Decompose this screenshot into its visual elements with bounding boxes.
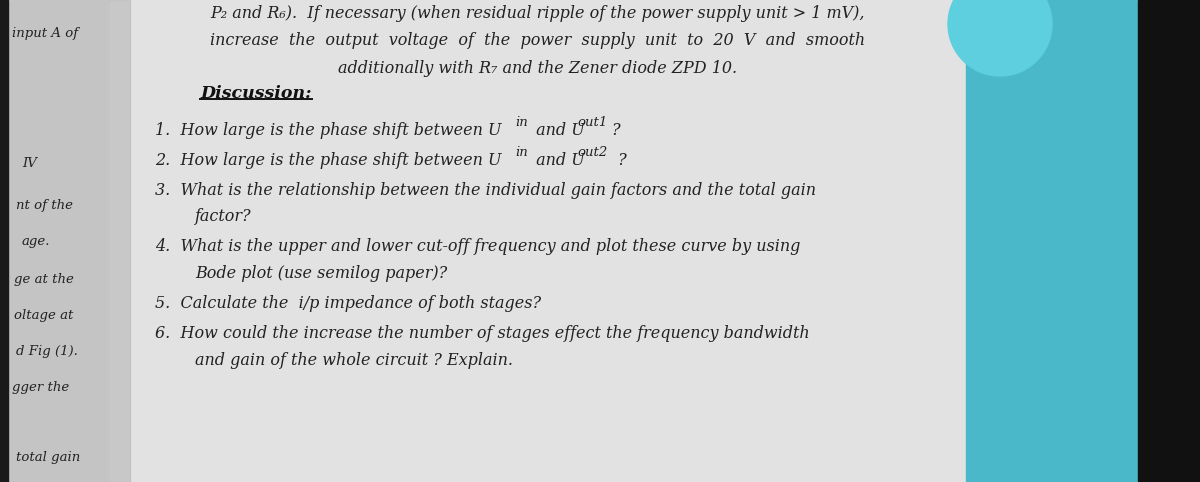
Bar [108,0,966,482]
Text: out2: out2 [577,146,607,159]
Text: P₂ and R₆).  If necessary (when residual ripple of the power supply unit > 1 mV): P₂ and R₆). If necessary (when residual … [211,5,865,22]
Text: in: in [515,116,528,129]
Text: 2.  How large is the phase shift between U: 2. How large is the phase shift between … [155,152,502,169]
Text: Discussion:: Discussion: [200,85,312,102]
Text: increase  the  output  voltage  of  the  power  supply  unit  to  20  V  and  sm: increase the output voltage of the power… [210,32,865,49]
Text: 1.  How large is the phase shift between U: 1. How large is the phase shift between … [155,122,502,139]
Text: 5.  Calculate the  i/p impedance of both stages?: 5. Calculate the i/p impedance of both s… [155,295,541,312]
Text: total gain: total gain [16,451,80,464]
Text: and U: and U [530,152,584,169]
Text: additionally with R₇ and the Zener diode ZPD 10.: additionally with R₇ and the Zener diode… [338,60,738,77]
Text: out1: out1 [577,116,607,129]
Text: oltage at: oltage at [14,309,73,322]
Bar [8,0,108,482]
Text: age.: age. [22,235,50,248]
Text: 4.  What is the upper and lower cut-off frequency and plot these curve by using: 4. What is the upper and lower cut-off f… [155,238,800,255]
Bar [1138,0,1200,482]
Text: ge at the: ge at the [14,273,74,286]
Text: input A of: input A of [12,27,78,40]
Text: factor?: factor? [194,208,252,225]
Text: ?: ? [613,152,626,169]
Circle shape [948,0,1052,76]
Text: IV: IV [22,157,37,170]
Bar [0,0,8,482]
Text: d Fig (1).: d Fig (1). [16,345,78,358]
Text: Bode plot (use semilog paper)?: Bode plot (use semilog paper)? [194,265,448,282]
Text: and U: and U [530,122,584,139]
Text: ?: ? [611,122,619,139]
Text: and gain of the whole circuit ? Explain.: and gain of the whole circuit ? Explain. [194,352,514,369]
Text: nt of the: nt of the [16,199,73,212]
Bar [966,0,1138,482]
Text: gger the: gger the [12,381,70,394]
Text: 6.  How could the increase the number of stages effect the frequency bandwidth: 6. How could the increase the number of … [155,325,810,342]
Text: in: in [515,146,528,159]
Text: 3.  What is the relationship between the individual gain factors and the total g: 3. What is the relationship between the … [155,182,816,199]
Bar [108,0,130,482]
